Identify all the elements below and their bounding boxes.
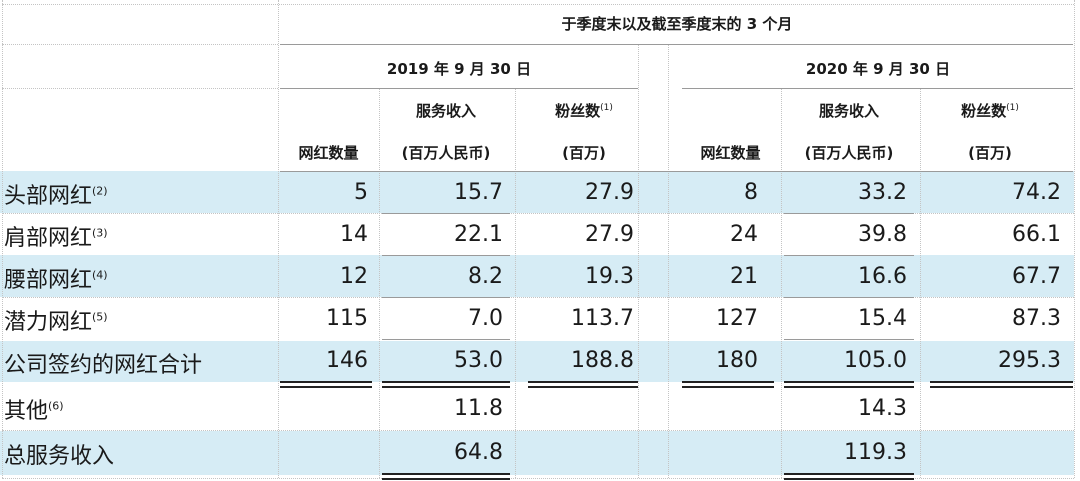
count-2020: 127 bbox=[716, 306, 758, 331]
col-count-2020: 网红数量 bbox=[700, 144, 761, 162]
count-2019: 5 bbox=[354, 180, 368, 205]
row-label: 腰部网红(4) bbox=[4, 268, 108, 293]
fans-2019: 188.8 bbox=[571, 348, 634, 373]
row-label: 其他(6) bbox=[4, 399, 64, 424]
count-2020: 8 bbox=[744, 180, 758, 205]
fans-2020: 74.2 bbox=[1012, 180, 1061, 205]
col-fans-2020-l1: 粉丝数(1) bbox=[961, 102, 1019, 120]
row-label: 头部网红(2) bbox=[4, 184, 108, 209]
col-revenue-2019-l1: 服务收入 bbox=[415, 102, 476, 120]
year-2019-header: 2019 年 9 月 30 日 bbox=[386, 60, 532, 78]
fans-2020: 87.3 bbox=[1012, 306, 1061, 331]
col-fans-2019-l1: 粉丝数(1) bbox=[555, 102, 613, 120]
count-2020: 21 bbox=[730, 264, 758, 289]
revenue-2020: 15.4 bbox=[858, 306, 907, 331]
fans-2019: 27.9 bbox=[585, 222, 634, 247]
col-fans-2019-l2: (百万) bbox=[562, 144, 606, 162]
revenue-2020: 16.6 bbox=[858, 264, 907, 289]
fans-2020: 295.3 bbox=[998, 348, 1061, 373]
revenue-2019: 64.8 bbox=[454, 440, 503, 465]
count-2019: 146 bbox=[326, 348, 368, 373]
revenue-2019: 15.7 bbox=[454, 180, 503, 205]
revenue-2019: 8.2 bbox=[468, 264, 503, 289]
revenue-2019: 7.0 bbox=[468, 306, 503, 331]
count-2019: 14 bbox=[340, 222, 368, 247]
count-2020: 24 bbox=[730, 222, 758, 247]
count-2019: 115 bbox=[326, 306, 368, 331]
col-revenue-2019-l2: (百万人民币) bbox=[401, 144, 491, 162]
revenue-2020: 14.3 bbox=[858, 396, 907, 421]
revenue-2019: 11.8 bbox=[454, 396, 503, 421]
count-2020: 180 bbox=[716, 348, 758, 373]
row-label: 总服务收入 bbox=[4, 444, 115, 469]
col-count-2019: 网红数量 bbox=[298, 144, 359, 162]
fans-2020: 66.1 bbox=[1012, 222, 1061, 247]
fans-2019: 113.7 bbox=[571, 306, 634, 331]
fans-2020: 67.7 bbox=[1012, 264, 1061, 289]
col-revenue-2020-l2: (百万人民币) bbox=[804, 144, 894, 162]
col-revenue-2020-l1: 服务收入 bbox=[818, 102, 879, 120]
revenue-2019: 22.1 bbox=[454, 222, 503, 247]
revenue-2019: 53.0 bbox=[454, 348, 503, 373]
revenue-2020: 105.0 bbox=[844, 348, 907, 373]
period-title: 于季度末以及截至季度末的 3 个月 bbox=[561, 15, 793, 33]
row-label: 公司签约的网红合计 bbox=[4, 353, 203, 378]
revenue-2020: 33.2 bbox=[858, 180, 907, 205]
col-fans-2020-l2: (百万) bbox=[968, 144, 1012, 162]
count-2019: 12 bbox=[340, 264, 368, 289]
row-label: 肩部网红(3) bbox=[4, 226, 108, 251]
revenue-2020: 119.3 bbox=[844, 440, 907, 465]
year-2020-header: 2020 年 9 月 30 日 bbox=[805, 60, 951, 78]
fans-2019: 19.3 bbox=[585, 264, 634, 289]
fans-2019: 27.9 bbox=[585, 180, 634, 205]
row-label: 潜力网红(5) bbox=[4, 310, 108, 335]
revenue-2020: 39.8 bbox=[858, 222, 907, 247]
